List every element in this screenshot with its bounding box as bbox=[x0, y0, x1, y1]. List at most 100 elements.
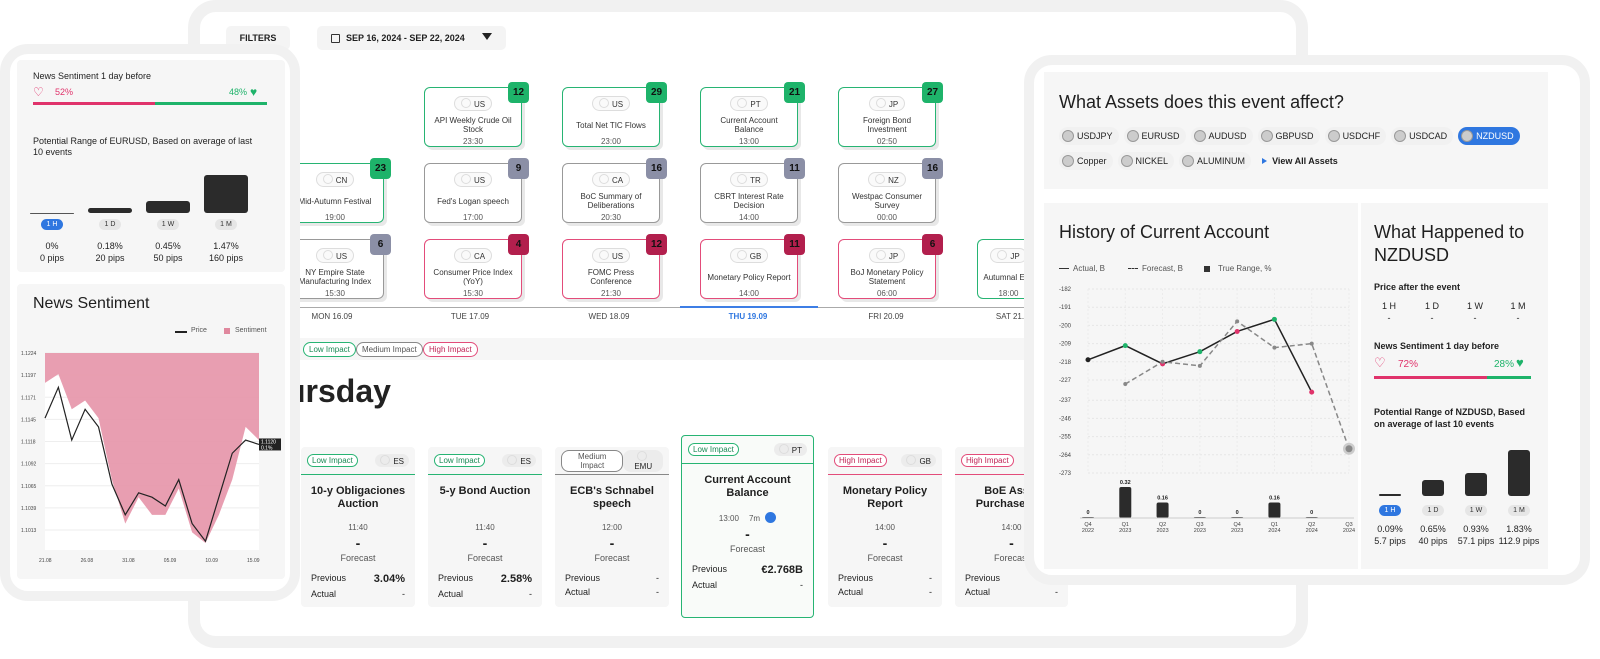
forecast-point[interactable] bbox=[1309, 341, 1314, 346]
asset-chip[interactable]: GBPUSD bbox=[1257, 127, 1320, 145]
timeline-event-card[interactable]: GB Monetary Policy Report 14:00 11 bbox=[700, 234, 805, 299]
actual-point[interactable] bbox=[1122, 343, 1128, 349]
previous-row: Previous - bbox=[828, 573, 942, 583]
range-percent: 1.83% bbox=[1506, 524, 1532, 534]
asset-chip[interactable]: USDJPY bbox=[1059, 127, 1119, 145]
card-country-code: GB bbox=[919, 457, 931, 466]
range-period[interactable]: 1 W bbox=[1465, 505, 1487, 516]
day-label[interactable]: THU 19.09 bbox=[728, 312, 768, 321]
actual-point[interactable] bbox=[1234, 328, 1240, 334]
flag-icon bbox=[737, 174, 748, 184]
timeline-event-card[interactable]: CA Consumer Price Index (YoY) 15:30 4 bbox=[424, 234, 529, 299]
day-label[interactable]: SAT 21. bbox=[995, 312, 1025, 321]
card-time-row: 12:00 bbox=[555, 523, 669, 532]
actual-point[interactable] bbox=[1271, 316, 1277, 322]
timeline-event-card[interactable]: PT Current Account Balance 13:00 21 bbox=[700, 82, 805, 147]
flag-icon bbox=[322, 174, 333, 184]
timeline-event-card[interactable]: US Total Net TIC Flows 23:00 29 bbox=[562, 82, 667, 147]
timeline-event-card[interactable]: NZ Westpac Consumer Survey 00:00 16 bbox=[838, 158, 943, 223]
asset-name: Copper bbox=[1077, 156, 1107, 166]
asset-chip[interactable]: ALUMINUM bbox=[1179, 152, 1252, 170]
timeline-event-card[interactable]: JP BoJ Monetary Policy Statement 06:00 6 bbox=[838, 234, 943, 299]
asset-chip[interactable]: EURUSD bbox=[1123, 127, 1186, 145]
y-tick-label: 1.1065 bbox=[21, 484, 37, 490]
asset-chip[interactable]: USDCHF bbox=[1324, 127, 1387, 145]
event-detail-card[interactable]: Low Impact PT Current Account Balance 13:00… bbox=[681, 435, 814, 618]
card-title: 5-y Bond Auction bbox=[439, 485, 531, 497]
timeline-event-card[interactable]: US Fed's Logan speech 17:00 9 bbox=[424, 158, 529, 223]
timeline-event-card[interactable]: TR CBRT Interest Rate Decision 14:00 11 bbox=[700, 158, 805, 223]
alert-icon[interactable] bbox=[765, 512, 777, 523]
history-legend-label: True Range, % bbox=[1218, 264, 1272, 273]
asset-chip[interactable]: NICKEL bbox=[1117, 152, 1175, 170]
range-period[interactable]: 1 H bbox=[1379, 505, 1401, 516]
legend-sentiment: Sentiment bbox=[235, 327, 267, 334]
true-range-bar[interactable] bbox=[1119, 487, 1132, 518]
right-bull-icon: ♥ bbox=[1516, 355, 1524, 370]
timeline-event-card[interactable]: CA BoC Summary of Deliberations 20:30 16 bbox=[562, 158, 667, 223]
history-legend-label: Forecast, B bbox=[1142, 264, 1183, 273]
day-label[interactable]: TUE 17.09 bbox=[450, 312, 490, 321]
forecast-point[interactable] bbox=[1197, 363, 1202, 368]
asset-chip[interactable]: NZDUSD bbox=[1458, 127, 1520, 145]
actual-point[interactable] bbox=[1085, 357, 1091, 363]
range-period[interactable]: 1 D bbox=[1422, 505, 1444, 516]
event-detail-card[interactable]: High Impact GB Monetary Policy Report 14:00… bbox=[828, 447, 942, 607]
event-time: 06:00 bbox=[876, 289, 898, 298]
asset-icon bbox=[1126, 130, 1139, 142]
day-label[interactable]: MON 16.09 bbox=[311, 312, 353, 321]
event-count-badge: 16 bbox=[646, 158, 667, 179]
bear-percent: 52% bbox=[55, 87, 74, 97]
event-title: CBRT Interest Rate Decision bbox=[714, 192, 784, 210]
timeline-event-card[interactable]: CN Mid-Autumn Festival 19:00 23 bbox=[286, 158, 391, 223]
asset-chip[interactable]: USDCAD bbox=[1391, 127, 1454, 145]
event-count-badge: 11 bbox=[784, 158, 805, 179]
x-tick-label: Q1 bbox=[1271, 522, 1278, 528]
x-tick-year: 2023 bbox=[1194, 528, 1206, 534]
event-count-badge: 9 bbox=[508, 158, 529, 179]
range-period[interactable]: 1 D bbox=[99, 219, 121, 230]
timeline-event-card[interactable]: US NY Empire State Manufacturing Index 15:… bbox=[286, 234, 391, 299]
legend-medium-impact[interactable]: Medium Impact bbox=[356, 342, 423, 357]
flag-icon bbox=[736, 250, 747, 260]
y-tick-label: -182 bbox=[1059, 287, 1072, 293]
range-period[interactable]: 1 M bbox=[1508, 505, 1530, 516]
day-label[interactable]: WED 18.09 bbox=[588, 312, 630, 321]
range-period[interactable]: 1 M bbox=[215, 219, 237, 230]
forecast-point[interactable] bbox=[1272, 345, 1277, 350]
actual-row: Actual - bbox=[301, 589, 415, 599]
range-period[interactable]: 1 H bbox=[41, 219, 63, 230]
actual-point[interactable] bbox=[1309, 389, 1315, 395]
true-range-bar[interactable] bbox=[1268, 502, 1281, 519]
event-detail-card[interactable]: Medium Impact EMU ECB's Schnabel speech 12:… bbox=[555, 447, 669, 607]
legend-low-impact[interactable]: Low Impact bbox=[303, 342, 356, 357]
timeline-event-card[interactable]: US API Weekly Crude Oil Stock 23:30 12 bbox=[424, 82, 529, 147]
view-all-assets-link[interactable]: View All Assets bbox=[1256, 153, 1344, 169]
event-detail-card[interactable]: Low Impact ES 5-y Bond Auction 11:40 - Foreca… bbox=[428, 447, 542, 607]
forecast-label: Forecast bbox=[729, 544, 765, 554]
range-bar bbox=[1465, 472, 1487, 496]
forecast-point[interactable] bbox=[1123, 382, 1128, 387]
asset-chip[interactable]: AUDUSD bbox=[1190, 127, 1253, 145]
impact-tag: High Impact bbox=[961, 454, 1014, 467]
forecast-point[interactable] bbox=[1160, 359, 1165, 364]
true-range-bar[interactable] bbox=[1156, 502, 1169, 519]
asset-name: EURUSD bbox=[1141, 131, 1180, 141]
event-country-code: JP bbox=[1010, 252, 1020, 261]
range-period[interactable]: 1 W bbox=[157, 219, 179, 230]
asset-chip[interactable]: Copper bbox=[1059, 152, 1113, 170]
timeline-event-card[interactable]: US FOMC Press Conference 21:30 12 bbox=[562, 234, 667, 299]
date-range-select[interactable]: SEP 16, 2024 - SEP 22, 2024 bbox=[317, 26, 506, 50]
event-detail-card[interactable]: Low Impact ES 10-y Obligaciones Auction 11:… bbox=[301, 447, 415, 607]
forecast-point[interactable] bbox=[1235, 319, 1240, 324]
x-tick-label: Q4 bbox=[1233, 522, 1240, 528]
actual-point[interactable] bbox=[1197, 349, 1203, 355]
day-label[interactable]: FRI 20.09 bbox=[868, 312, 904, 321]
legend-high-impact[interactable]: High Impact bbox=[423, 342, 478, 357]
impact-tag: Low Impact bbox=[307, 454, 358, 467]
actual-row: Actual - bbox=[955, 587, 1068, 597]
date-range-label: SEP 16, 2024 - SEP 22, 2024 bbox=[346, 33, 465, 43]
range-percent: 0% bbox=[45, 241, 59, 251]
event-country: US bbox=[563, 248, 659, 263]
timeline-event-card[interactable]: JP Foreign Bond Investment 02:50 27 bbox=[838, 82, 943, 147]
